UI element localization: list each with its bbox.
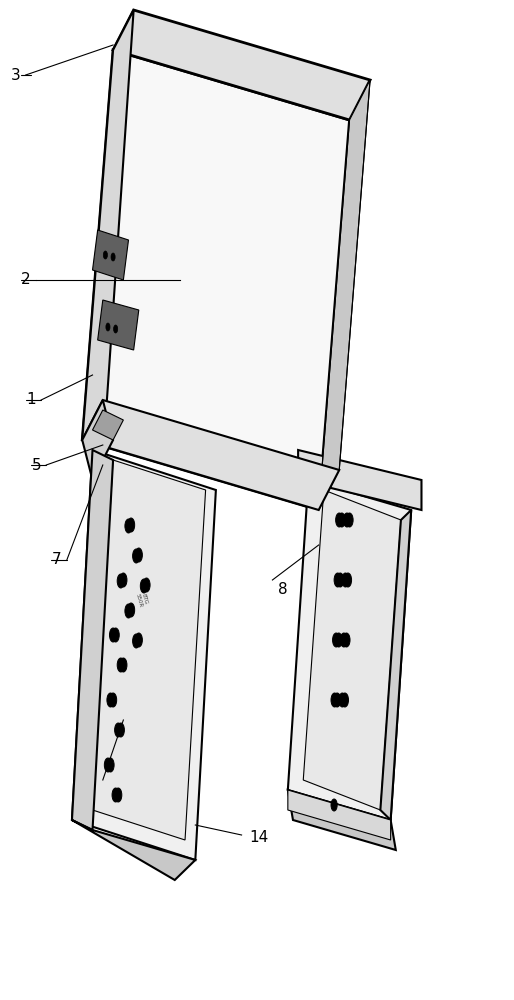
Text: 2: 2 [21, 272, 31, 288]
Circle shape [338, 513, 345, 527]
Polygon shape [82, 50, 350, 510]
Circle shape [339, 693, 346, 707]
Circle shape [346, 513, 353, 527]
Polygon shape [288, 480, 411, 820]
Text: 3: 3 [11, 68, 21, 83]
Circle shape [331, 693, 338, 707]
Circle shape [125, 519, 132, 533]
Circle shape [335, 633, 342, 647]
Circle shape [112, 628, 119, 642]
Circle shape [120, 658, 127, 672]
Text: BTG
550R: BTG 550R [134, 592, 149, 608]
Circle shape [109, 628, 117, 642]
Circle shape [114, 325, 118, 333]
Circle shape [104, 758, 112, 772]
Circle shape [333, 633, 340, 647]
Polygon shape [113, 10, 370, 120]
Circle shape [336, 513, 343, 527]
Polygon shape [319, 80, 370, 510]
Text: 8: 8 [278, 582, 287, 597]
Circle shape [115, 788, 122, 802]
Polygon shape [288, 790, 391, 840]
Polygon shape [82, 400, 113, 480]
Polygon shape [288, 790, 396, 850]
Circle shape [107, 758, 114, 772]
Polygon shape [380, 510, 411, 820]
Circle shape [140, 579, 148, 593]
Polygon shape [93, 230, 128, 280]
Polygon shape [98, 300, 139, 350]
Circle shape [343, 513, 351, 527]
Polygon shape [72, 820, 195, 880]
Polygon shape [82, 400, 339, 510]
Polygon shape [72, 450, 216, 860]
Circle shape [133, 634, 140, 648]
Circle shape [342, 573, 349, 587]
Circle shape [135, 633, 142, 647]
Text: 9: 9 [88, 778, 98, 792]
Polygon shape [72, 450, 113, 830]
Circle shape [127, 603, 135, 617]
Text: 5: 5 [31, 458, 41, 473]
Circle shape [337, 573, 344, 587]
Polygon shape [93, 410, 123, 440]
Circle shape [111, 253, 115, 261]
Circle shape [344, 573, 352, 587]
Circle shape [120, 573, 127, 587]
Circle shape [106, 323, 110, 331]
Polygon shape [303, 490, 401, 810]
Text: 1: 1 [26, 392, 36, 408]
Circle shape [340, 633, 347, 647]
Circle shape [341, 693, 348, 707]
Circle shape [103, 251, 107, 259]
Circle shape [143, 578, 150, 592]
Circle shape [343, 633, 350, 647]
Circle shape [117, 658, 124, 672]
Circle shape [135, 548, 142, 562]
Text: 7: 7 [52, 552, 62, 568]
Circle shape [331, 799, 337, 811]
Circle shape [112, 788, 119, 802]
Circle shape [117, 723, 124, 737]
Circle shape [334, 693, 341, 707]
Circle shape [125, 604, 132, 618]
Circle shape [127, 518, 135, 532]
Circle shape [334, 573, 341, 587]
Polygon shape [82, 10, 134, 460]
Text: 14: 14 [249, 830, 268, 846]
Circle shape [117, 574, 124, 588]
Circle shape [133, 549, 140, 563]
Polygon shape [93, 460, 206, 840]
Polygon shape [298, 450, 421, 510]
Circle shape [115, 723, 122, 737]
Circle shape [107, 693, 114, 707]
Circle shape [109, 693, 117, 707]
